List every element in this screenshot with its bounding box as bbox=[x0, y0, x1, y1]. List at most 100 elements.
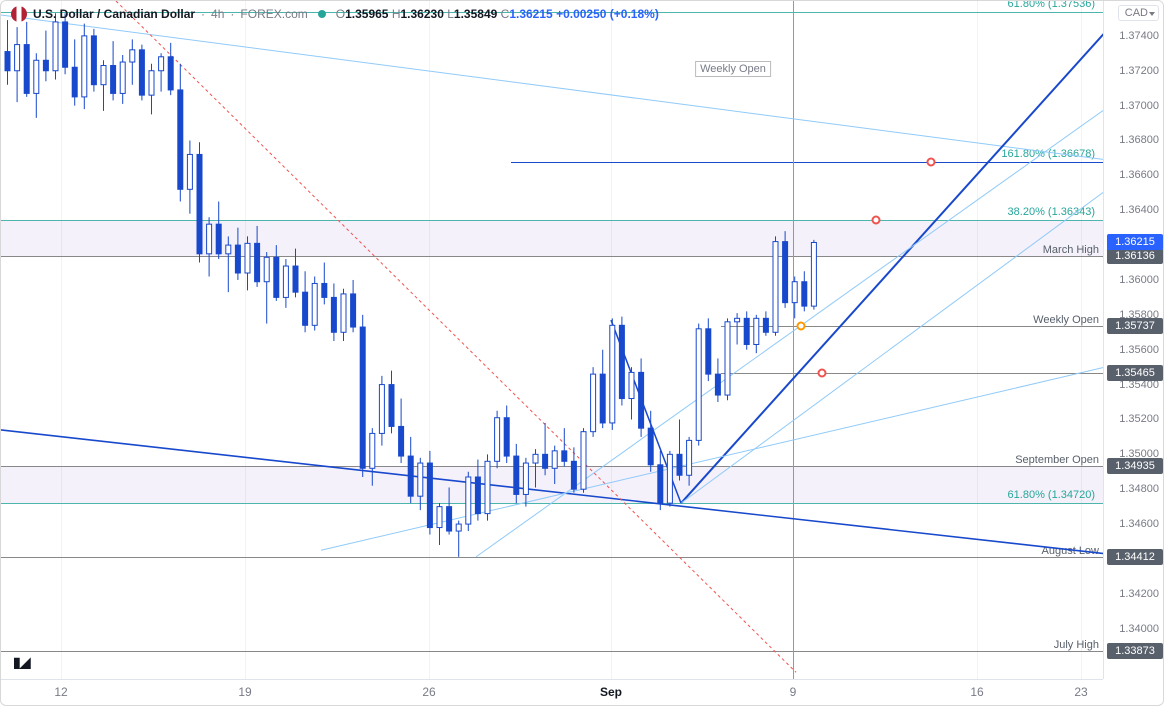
candle[interactable] bbox=[629, 372, 634, 398]
candle[interactable] bbox=[34, 60, 39, 93]
candle[interactable] bbox=[168, 57, 173, 90]
candle[interactable] bbox=[706, 329, 711, 374]
candle[interactable] bbox=[773, 242, 778, 333]
y-tick-label: 1.34200 bbox=[1119, 588, 1159, 600]
candle[interactable] bbox=[139, 50, 144, 95]
candle[interactable] bbox=[792, 282, 797, 303]
candle[interactable] bbox=[725, 322, 730, 395]
candle[interactable] bbox=[120, 62, 125, 93]
candle[interactable] bbox=[63, 22, 68, 67]
candle[interactable] bbox=[370, 433, 375, 468]
candle[interactable] bbox=[312, 283, 317, 325]
candle[interactable] bbox=[523, 463, 528, 494]
candle[interactable] bbox=[581, 432, 586, 490]
candle[interactable] bbox=[111, 66, 116, 94]
candle[interactable] bbox=[802, 282, 807, 306]
candle[interactable] bbox=[600, 374, 605, 423]
candle[interactable] bbox=[207, 224, 212, 254]
interval-label[interactable]: 4h bbox=[211, 7, 224, 21]
source-label: FOREX.com bbox=[240, 7, 307, 21]
trend-line[interactable] bbox=[681, 32, 1105, 503]
candle[interactable] bbox=[235, 245, 240, 273]
candle[interactable] bbox=[43, 60, 48, 70]
candle[interactable] bbox=[331, 297, 336, 332]
svg-overlay bbox=[1, 1, 1105, 681]
candle[interactable] bbox=[322, 283, 327, 297]
candle[interactable] bbox=[696, 329, 701, 441]
candle[interactable] bbox=[466, 477, 471, 524]
candle[interactable] bbox=[82, 36, 87, 97]
candle[interactable] bbox=[264, 257, 269, 281]
candle[interactable] bbox=[351, 294, 356, 327]
candle[interactable] bbox=[658, 465, 663, 503]
trend-line[interactable] bbox=[116, 1, 796, 672]
candle[interactable] bbox=[639, 372, 644, 428]
candle[interactable] bbox=[504, 418, 509, 456]
candle[interactable] bbox=[293, 266, 298, 292]
candle[interactable] bbox=[101, 66, 106, 85]
candle[interactable] bbox=[735, 318, 740, 321]
candle[interactable] bbox=[341, 294, 346, 332]
candle[interactable] bbox=[130, 50, 135, 62]
trend-line[interactable] bbox=[476, 109, 1105, 557]
candle[interactable] bbox=[159, 57, 164, 71]
candle[interactable] bbox=[178, 90, 183, 189]
candle[interactable] bbox=[495, 418, 500, 462]
candle[interactable] bbox=[744, 318, 749, 344]
candle[interactable] bbox=[667, 454, 672, 503]
candle[interactable] bbox=[648, 428, 653, 465]
candle[interactable] bbox=[15, 45, 20, 71]
candle[interactable] bbox=[543, 454, 548, 468]
candle[interactable] bbox=[245, 243, 250, 273]
candle[interactable] bbox=[187, 154, 192, 189]
trend-line[interactable] bbox=[1, 430, 1105, 554]
candle[interactable] bbox=[437, 507, 442, 528]
candle[interactable] bbox=[763, 318, 768, 332]
candle[interactable] bbox=[591, 374, 596, 432]
y-axis[interactable]: CAD 1.374001.372001.370001.368001.366001… bbox=[1103, 1, 1163, 679]
candle[interactable] bbox=[811, 242, 816, 306]
candle[interactable] bbox=[197, 154, 202, 253]
candle[interactable] bbox=[408, 456, 413, 496]
candle[interactable] bbox=[533, 454, 538, 463]
candle[interactable] bbox=[399, 426, 404, 456]
candle[interactable] bbox=[610, 325, 615, 423]
candle[interactable] bbox=[53, 22, 58, 71]
candle[interactable] bbox=[427, 463, 432, 528]
x-axis[interactable]: 121926Sep91623 bbox=[1, 679, 1103, 705]
candle[interactable] bbox=[783, 242, 788, 303]
candle[interactable] bbox=[255, 243, 260, 281]
candle[interactable] bbox=[571, 461, 576, 489]
candle[interactable] bbox=[485, 461, 490, 513]
y-tick-label: 1.36600 bbox=[1119, 169, 1159, 181]
plot-area[interactable]: 61.80% (1.37536)161.80% (1.36678)38.20% … bbox=[1, 1, 1103, 679]
candle[interactable] bbox=[24, 45, 29, 94]
candle[interactable] bbox=[552, 451, 557, 468]
candle[interactable] bbox=[754, 318, 759, 344]
trend-line[interactable] bbox=[681, 191, 1105, 503]
candle[interactable] bbox=[274, 257, 279, 297]
candle[interactable] bbox=[149, 71, 154, 95]
candle[interactable] bbox=[514, 456, 519, 494]
candle[interactable] bbox=[72, 67, 77, 97]
candle[interactable] bbox=[226, 245, 231, 254]
candle[interactable] bbox=[91, 36, 96, 85]
candle[interactable] bbox=[456, 524, 461, 531]
candle[interactable] bbox=[447, 507, 452, 531]
candle[interactable] bbox=[5, 52, 10, 71]
candle[interactable] bbox=[389, 385, 394, 427]
candle[interactable] bbox=[562, 451, 567, 461]
y-axis-unit[interactable]: CAD bbox=[1118, 5, 1159, 21]
candle[interactable] bbox=[216, 224, 221, 254]
candle[interactable] bbox=[677, 454, 682, 475]
candle[interactable] bbox=[418, 463, 423, 496]
candle[interactable] bbox=[475, 477, 480, 514]
candle[interactable] bbox=[687, 440, 692, 475]
candle[interactable] bbox=[379, 385, 384, 434]
candle[interactable] bbox=[360, 327, 365, 468]
candle[interactable] bbox=[619, 325, 624, 398]
trend-line[interactable] bbox=[1, 15, 1105, 160]
candle[interactable] bbox=[715, 374, 720, 395]
candle[interactable] bbox=[283, 266, 288, 297]
candle[interactable] bbox=[303, 292, 308, 325]
